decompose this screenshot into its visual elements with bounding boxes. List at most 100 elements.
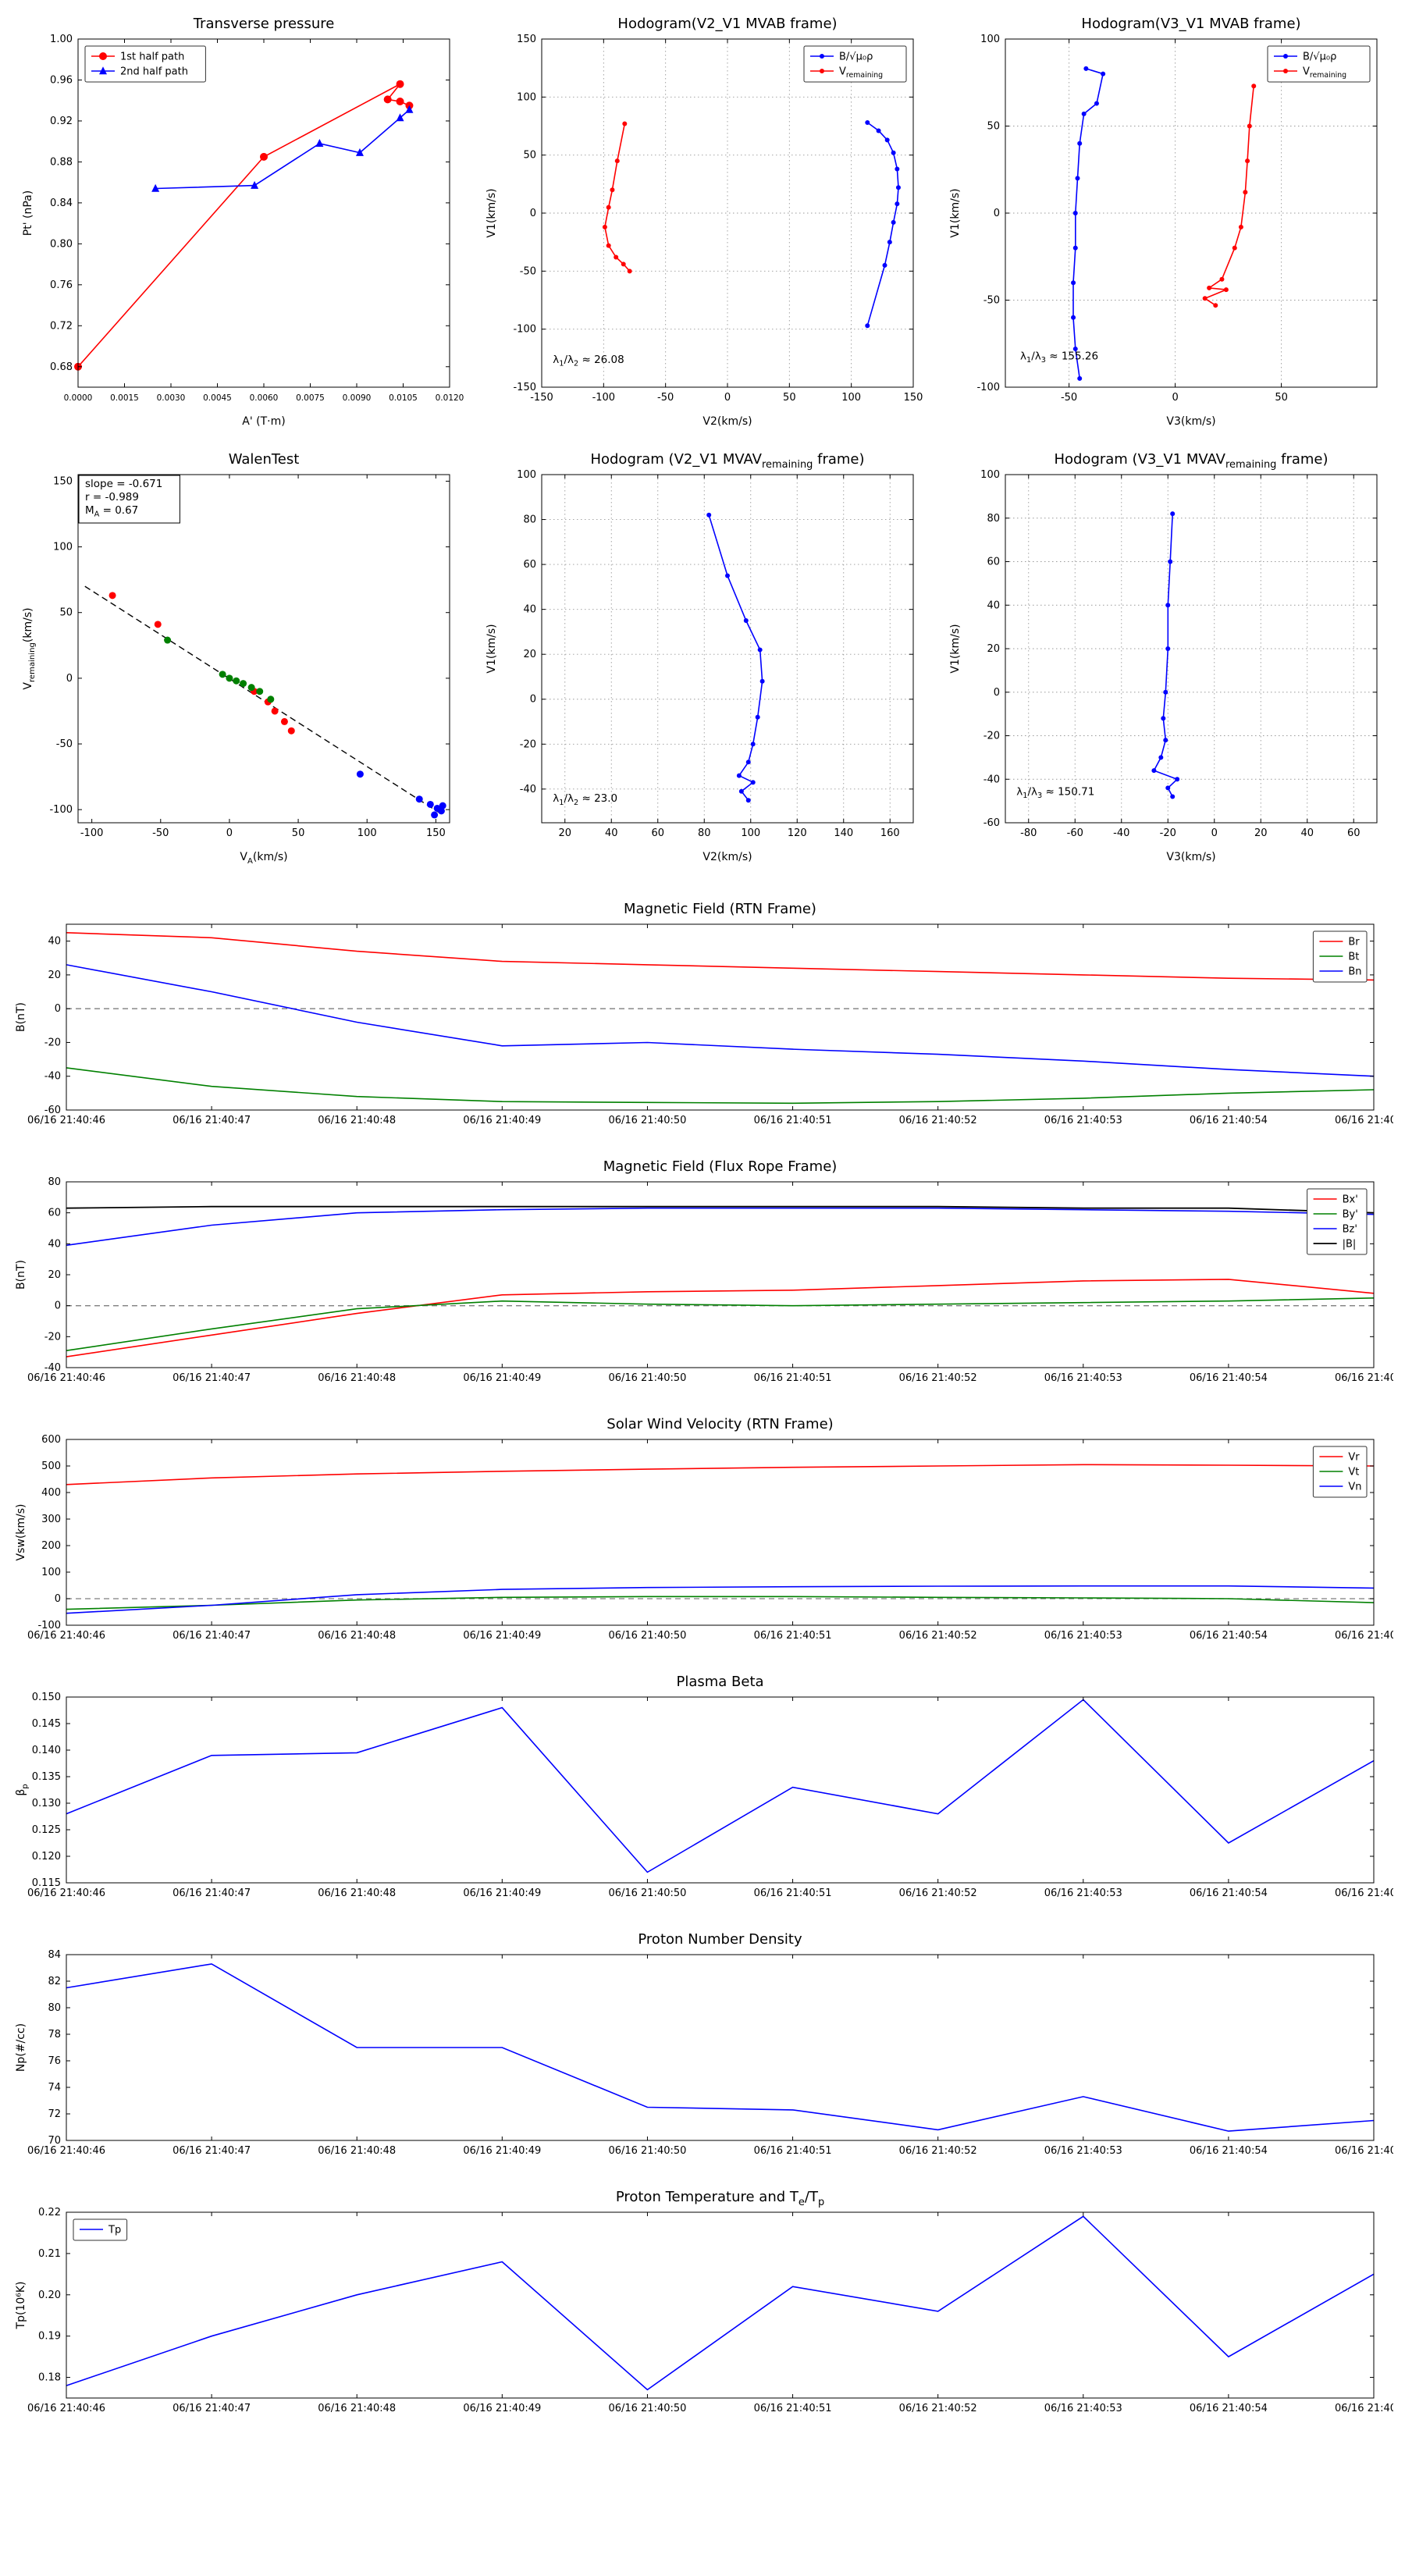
stat-line: MA = 0.67 [85,504,138,519]
x-tick-label: 06/16 21:40:53 [1044,2403,1122,2414]
chart-transverse-pressure: 0.0000 0.0015 0.0030 0.0045 0.0060 0.0075 0.00… [14,6,464,436]
legend-label: Tp [108,2225,121,2236]
x-tick-label: 06/16 21:40:46 [27,1372,105,1384]
proton-temp-svg: 06/16 21:40:46 06/16 21:40:47 06/16 21:40:… [15,2189,1393,2414]
x-tick-label: 06/16 21:40:49 [463,1630,541,1642]
x-axis-label: V2(km/s) [702,851,752,863]
x-tick-label: -60 [1067,827,1083,839]
x-tick-label: -50 [657,392,674,404]
y-tick-label: 0.130 [32,1798,61,1809]
x-tick-label: 06/16 21:40:48 [318,2403,396,2414]
axes-frame [66,1954,1375,2141]
x-tick-label: 06/16 21:40:48 [318,1115,396,1126]
series-tp [66,2215,1375,2391]
x-tick-label: 06/16 21:40:51 [754,1115,832,1126]
y-tick-label: 100 [517,91,536,103]
hodogram-v3v1-mvav-svg: -80 -60 -40 -20 0 20 40 60 -60 -40 -20 0 20 40 60 80 100… [949,451,1378,863]
y-axis-label: B(nT) [15,1002,27,1032]
y-tick-label: 78 [48,2029,61,2041]
chart-hodogram-v2v1-mvab: -150 -100 -50 0 50 100 150 -150 -100 -50 0 50 100 150… [478,6,927,436]
series-bn [66,964,1375,1077]
x-tick-label: 06/16 21:40:55 [1335,1115,1393,1126]
y-tick-label: 0.72 [50,320,73,332]
y-tick-label: 76 [48,2055,61,2067]
axes-frame [77,474,450,824]
chart-title: Proton Temperature and Te/Tp [616,2189,824,2208]
y-axis-label: Vremaining(km/s) [22,607,37,689]
x-tick-label: 06/16 21:40:51 [754,1372,832,1384]
y-tick-label: -20 [520,738,536,750]
y-tick-label: 0.92 [50,116,73,127]
legend-label: 1st half path [120,52,184,63]
legend-label: Bn [1348,966,1361,978]
x-tick-label: -50 [152,827,169,839]
axes-frame [66,1439,1375,1626]
legend-label: Bz' [1343,1224,1357,1236]
legend-label: Bx' [1343,1194,1358,1206]
x-tick-label: -150 [530,392,553,404]
x-tick-label: 06/16 21:40:53 [1044,2145,1122,2157]
y-tick-label: -60 [44,1105,61,1116]
y-tick-label: 150 [517,34,536,45]
y-tick-label: 0.140 [32,1745,61,1756]
annotation: λ1/λ3 ≈ 155.26 [1020,350,1098,365]
x-tick-label: 06/16 21:40:51 [754,2403,832,2414]
series-alfven-speed [1071,66,1106,381]
y-tick-label: 20 [48,970,61,981]
y-tick-label: 0.84 [50,197,73,209]
x-tick-label: 06/16 21:40:49 [463,1888,541,1899]
y-tick-label: 400 [41,1487,61,1499]
legend: 1st half path 2nd half path [84,45,206,83]
axes-frame [66,923,1375,1111]
x-tick-label: 06/16 21:40:53 [1044,1372,1122,1384]
x-tick-label: 06/16 21:40:55 [1335,1372,1393,1384]
x-tick-label: 06/16 21:40:50 [608,1888,686,1899]
x-tick-label: 80 [698,827,711,839]
y-tick-label: 80 [523,514,536,526]
y-tick-label: 50 [987,121,1000,133]
chart-title: Solar Wind Velocity (RTN Frame) [606,1416,833,1432]
x-tick-label: -20 [1160,827,1176,839]
x-tick-label: 06/16 21:40:54 [1190,1115,1268,1126]
mag-rtn-svg: 06/16 21:40:46 06/16 21:40:47 06/16 21:40:… [15,901,1393,1126]
y-tick-label: 0.150 [32,1692,61,1703]
legend-label: By' [1343,1209,1358,1221]
y-axis-label: Np(#/cc) [15,2023,27,2072]
x-tick-label: 06/16 21:40:53 [1044,1630,1122,1642]
x-tick-label: 0.0030 [157,393,186,403]
y-tick-label: 40 [523,604,536,616]
series-v-remaining [602,121,632,274]
legend: B/√μ₀ρ Vremaining [1267,45,1371,83]
x-tick-label: 100 [357,827,377,839]
series-b-magnitude [66,1205,1375,1214]
x-tick-label: 06/16 21:40:47 [173,1630,251,1642]
x-tick-label: 150 [426,827,446,839]
y-tick-label: 0 [66,673,73,685]
stat-line: slope = -0.671 [85,478,162,490]
series-bt [66,1067,1375,1105]
chart-title: Transverse pressure [193,16,335,32]
series-v-hodogram [706,512,765,803]
y-tick-label: 0.80 [50,238,73,250]
y-tick-label: 0 [994,687,1000,699]
x-tick-label: 06/16 21:40:50 [608,1115,686,1126]
x-tick-label: 06/16 21:40:46 [27,2403,105,2414]
x-axis-label: V3(km/s) [1166,415,1215,428]
y-tick-label: 150 [53,475,73,487]
y-tick-label: 500 [41,1461,61,1472]
x-tick-label: 0.0090 [343,393,372,403]
chart-title: Proton Number Density [638,1931,802,1948]
y-tick-label: 0.96 [50,74,73,86]
y-axis-label: βp [15,1784,30,1795]
series-v-hodogram [1151,511,1180,799]
y-tick-label: 300 [41,1514,61,1525]
series-beta-p [66,1699,1375,1873]
y-tick-label: 20 [987,643,1000,655]
x-tick-label: 120 [788,827,807,839]
x-tick-label: 0 [1172,392,1178,404]
walen-test-svg: -100 -50 0 50 100 150 -100 -50 0 50 100 150 WalenTes… [22,451,450,866]
x-tick-label: 0.0075 [296,393,325,403]
y-tick-label: 60 [523,559,536,571]
chart-title: Magnetic Field (Flux Rope Frame) [603,1158,838,1175]
x-tick-label: 160 [880,827,900,839]
